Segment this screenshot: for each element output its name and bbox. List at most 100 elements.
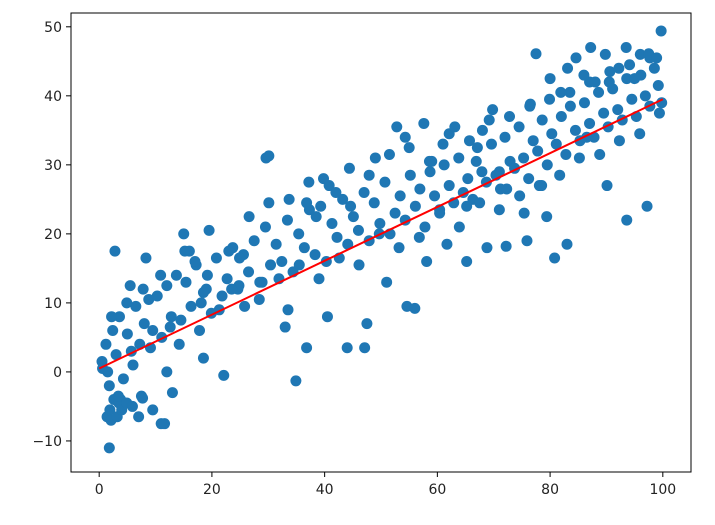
scatter-point <box>189 255 201 267</box>
scatter-point <box>223 245 235 257</box>
scatter-point <box>546 128 558 140</box>
scatter-point <box>501 183 513 195</box>
scatter-point <box>463 135 475 147</box>
scatter-point <box>185 300 197 312</box>
scatter-point <box>180 276 192 288</box>
scatter-point <box>113 311 125 323</box>
scatter-point <box>318 173 330 185</box>
scatter-point <box>363 169 375 181</box>
x-tick-label: 40 <box>316 482 334 498</box>
scatter-point <box>321 311 333 323</box>
scatter-point <box>170 269 182 281</box>
scatter-point <box>263 197 275 209</box>
scatter-point <box>140 252 152 264</box>
scatter-point <box>298 242 310 254</box>
scatter-point <box>573 152 585 164</box>
scatter-point <box>585 42 597 54</box>
scatter-point <box>530 48 542 60</box>
scatter-point <box>578 97 590 109</box>
scatter-point <box>216 290 228 302</box>
scatter-point <box>279 321 291 333</box>
scatter-point <box>612 104 624 116</box>
scatter-point <box>290 375 302 387</box>
scatter-point <box>521 235 533 247</box>
scatter-point <box>541 159 553 171</box>
scatter-point <box>161 366 173 378</box>
scatter-point <box>443 180 455 192</box>
scatter-point <box>117 373 129 385</box>
scatter-point <box>471 142 483 154</box>
scatter-point <box>399 131 411 143</box>
scatter-point <box>598 107 610 119</box>
scatter-point <box>301 197 313 209</box>
scatter-point <box>555 86 567 98</box>
scatter-point <box>393 242 405 254</box>
scatter-point <box>263 150 275 162</box>
scatter-point <box>248 235 260 247</box>
scatter-point <box>313 273 325 285</box>
scatter-point <box>409 302 421 314</box>
scatter-point <box>283 193 295 205</box>
scatter-point <box>549 252 561 264</box>
scatter-point <box>253 293 265 305</box>
scatter-point <box>203 224 215 236</box>
scatter-point <box>130 300 142 312</box>
scatter-point <box>604 66 616 78</box>
scatter-point <box>343 162 355 174</box>
scatter-point <box>194 325 206 336</box>
scatter-point <box>361 318 373 330</box>
scatter-point <box>639 90 651 102</box>
scatter-point <box>570 52 582 64</box>
scatter-point <box>419 221 431 233</box>
scatter-point <box>201 269 213 281</box>
scatter-point <box>383 149 395 160</box>
scatter-point <box>226 283 238 295</box>
scatter-point <box>499 131 511 143</box>
scatter-point <box>138 318 150 330</box>
scatter-point <box>173 338 185 350</box>
scatter-point <box>518 152 530 164</box>
scatter-point <box>106 311 118 323</box>
scatter-point <box>476 124 488 136</box>
scatter-point <box>421 255 433 267</box>
scatter-point <box>544 73 556 85</box>
scatter-point <box>121 328 133 340</box>
scatter-point <box>282 304 294 316</box>
scatter-point <box>374 218 386 230</box>
scatter-point <box>127 359 139 371</box>
scatter-point <box>197 287 209 299</box>
scatter-point <box>195 297 207 309</box>
x-tick-label: 100 <box>649 482 676 498</box>
scatter-point <box>651 52 663 64</box>
scatter-point <box>524 98 536 110</box>
scatter-point <box>293 259 305 271</box>
scatter-point <box>603 76 615 88</box>
scatter-point <box>504 111 516 123</box>
scatter-point <box>151 290 163 302</box>
scatter-point <box>110 349 122 361</box>
scatter-point <box>621 73 633 85</box>
scatter-point <box>493 204 505 216</box>
scatter-point <box>165 311 177 323</box>
scatter-point <box>634 48 646 60</box>
scatter-point <box>368 197 380 209</box>
scatter-point <box>426 155 438 167</box>
y-tick-label: 0 <box>53 365 62 381</box>
scatter-point <box>243 211 255 223</box>
scatter-point <box>555 111 567 123</box>
scatter-point <box>369 152 381 164</box>
scatter-point <box>429 190 441 202</box>
y-tick-label: 30 <box>44 158 62 174</box>
scatter-point <box>309 249 321 261</box>
scatter-point <box>315 200 327 212</box>
scatter-point <box>601 180 613 192</box>
y-tick-label: 50 <box>44 20 62 36</box>
scatter-point <box>541 211 553 223</box>
scatter-point <box>310 211 322 223</box>
scatter-point <box>453 221 465 233</box>
scatter-point <box>613 62 625 74</box>
scatter-point <box>418 117 430 129</box>
y-axis: −10 0 10 20 30 40 50 <box>32 20 71 450</box>
scatter-point <box>358 186 370 198</box>
